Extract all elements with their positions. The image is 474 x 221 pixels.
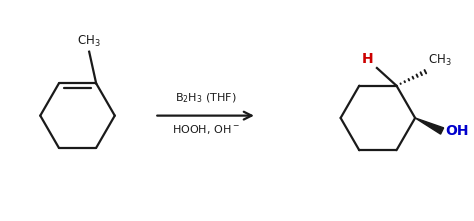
Text: B$_2$H$_3$ (THF): B$_2$H$_3$ (THF) <box>175 92 237 105</box>
Text: CH$_3$: CH$_3$ <box>77 34 101 49</box>
Text: CH$_3$: CH$_3$ <box>428 53 452 68</box>
Text: HOOH, OH$^-$: HOOH, OH$^-$ <box>172 123 239 136</box>
Text: H: H <box>362 52 373 66</box>
Polygon shape <box>415 118 444 134</box>
Text: OH: OH <box>446 124 469 138</box>
